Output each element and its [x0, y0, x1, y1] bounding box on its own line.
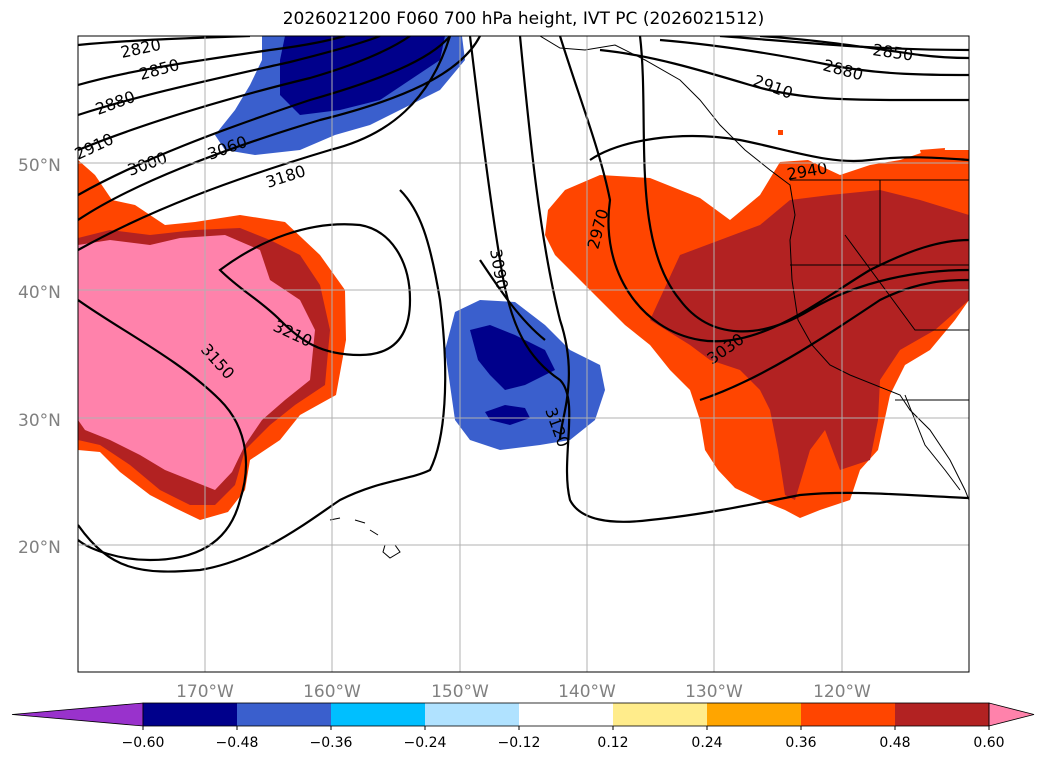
colorbar-extend-high [988, 702, 1035, 727]
map-title: 2026021200 F060 700 hPa height, IVT PC (… [282, 9, 765, 29]
north-america-coast [539, 36, 969, 501]
contour-3060 [78, 36, 481, 221]
colorbar-tick-label: 0.24 [691, 735, 722, 751]
ivt-negative-region-central-core-2 [485, 405, 530, 425]
colorbar: −0.60 −0.48 −0.36 −0.24 −0.12 0.12 0.24 0.36 0.4… [11, 702, 1035, 751]
map-frame [77, 35, 970, 673]
ivt-fill-layer [78, 36, 969, 520]
contour-label: 2820 [119, 35, 163, 62]
lat-label: 50°N [18, 156, 61, 176]
lon-label: 170°W [176, 682, 234, 702]
contour-label: 2910 [751, 71, 796, 103]
colorbar-segment [425, 703, 520, 726]
height-contour-layer [78, 36, 969, 573]
lon-label: 120°W [813, 682, 871, 702]
colorbar-tick-label: 0.12 [597, 735, 628, 751]
contour-ne [719, 36, 969, 52]
contour-label: 3090 [486, 247, 512, 290]
contour-2850-e [759, 36, 969, 60]
baja-coast [904, 394, 961, 491]
contour-3240 [479, 259, 546, 341]
contour-3180 [78, 36, 452, 251]
colorbar-segment [801, 703, 896, 726]
contour-3000 [78, 36, 451, 196]
contour-3120-e [518, 36, 570, 441]
contour-3030 [638, 36, 969, 333]
lat-label: 20°N [18, 538, 61, 558]
colorbar-tick-label: 0.36 [785, 735, 816, 751]
colorbar-tick-label: 0.48 [879, 735, 910, 751]
hawaii-islands [329, 517, 401, 559]
contour-2940 [589, 135, 969, 163]
colorbar-segment [895, 703, 990, 726]
gridline-layer [78, 36, 969, 672]
ivt-negative-region-central-core [470, 325, 555, 390]
lat-label: 40°N [18, 283, 61, 303]
contour-label: 2850 [137, 55, 181, 84]
contour-2880-w [78, 36, 381, 117]
contour-3090 [468, 36, 969, 523]
lat-labels: 20°N 30°N 40°N 50°N [18, 156, 61, 558]
contour-2910-e [599, 48, 969, 102]
contour-3120-w [78, 189, 447, 573]
colorbar-frame [142, 702, 990, 727]
contour-3000-e [699, 278, 969, 402]
contour-2820 [78, 36, 251, 47]
lon-label: 150°W [431, 682, 489, 702]
contour-3210 [218, 223, 412, 357]
lon-labels: 170°W 160°W 150°W 140°W 130°W 120°W [176, 682, 871, 702]
colorbar-tick-label: 0.60 [973, 735, 1004, 751]
ivt-negative-region-north-core [280, 36, 445, 115]
contour-3150 [78, 299, 248, 562]
contour-label: 2880 [821, 56, 865, 85]
colorbar-tick-label: −0.48 [216, 735, 259, 751]
ivt-positive-spot [778, 130, 783, 135]
lat-label: 30°N [18, 411, 61, 431]
colorbar-segment [143, 703, 238, 726]
contour-2910-w [78, 36, 411, 152]
colorbar-tick-label: −0.36 [310, 735, 353, 751]
contour-label: 2880 [93, 87, 138, 119]
colorbar-tick-label: −0.12 [498, 735, 541, 751]
colorbar-segment [519, 703, 614, 726]
colorbar-tick-label: −0.24 [404, 735, 447, 751]
state-border-3 [844, 234, 969, 331]
contour-2970 [558, 36, 969, 343]
contour-label: 2850 [871, 40, 914, 64]
lon-label: 130°W [685, 682, 743, 702]
colorbar-segment [613, 703, 708, 726]
colorbar-tick-label: −0.60 [122, 735, 165, 751]
contour-2850-w [78, 36, 346, 87]
ivt-positive-spot-2 [920, 148, 945, 158]
colorbar-segment [237, 703, 332, 726]
lon-label: 140°W [558, 682, 616, 702]
lon-label: 160°W [303, 682, 361, 702]
contour-label: 3060 [205, 132, 250, 164]
colorbar-segment [707, 703, 802, 726]
colorbar-extend-low [11, 702, 144, 727]
contour-2880-e [659, 38, 969, 77]
contour-label: 3180 [263, 161, 308, 192]
colorbar-segment [331, 703, 426, 726]
